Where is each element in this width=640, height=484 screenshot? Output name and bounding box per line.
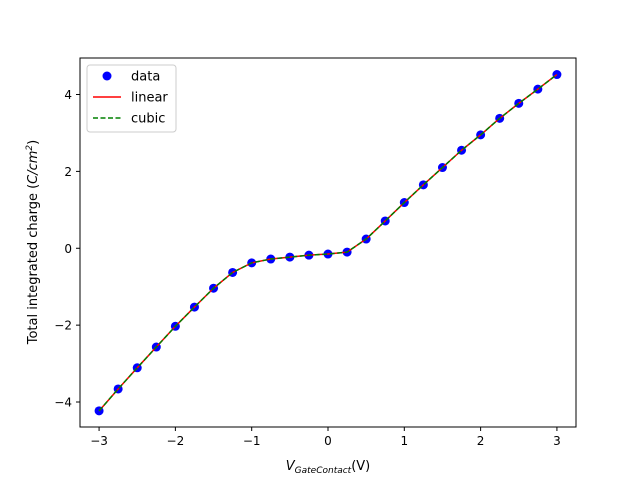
x-tick-label: −2	[167, 434, 185, 448]
y-axis-label-unit: C/cm	[26, 151, 41, 184]
series-line-cubic	[98, 73, 558, 412]
legend: data linear cubic	[86, 64, 177, 133]
legend-label-data: data	[131, 70, 160, 85]
x-tick-label: −1	[243, 434, 261, 448]
y-axis-label-exponent: 2	[25, 145, 35, 151]
series-layer	[94, 70, 562, 416]
y-axis: −4 −2 0 2 4	[54, 88, 80, 410]
y-tick-label: −4	[54, 396, 72, 410]
y-tick-label: 2	[64, 165, 72, 179]
x-tick-label: 2	[477, 434, 485, 448]
y-tick-label: −2	[54, 319, 72, 333]
legend-marker-data	[102, 71, 112, 81]
x-tick-label: 0	[324, 434, 332, 448]
y-axis-label: Total integrated charge (C/cm2)	[25, 140, 41, 346]
legend-box	[86, 64, 177, 133]
legend-label-linear: linear	[131, 91, 168, 106]
x-tick-label: 1	[400, 434, 408, 448]
x-axis: −3 −2 −1 0 1 2 3	[90, 427, 561, 448]
x-axis-label: VGateContact(V)	[286, 459, 371, 476]
y-tick-label: 4	[64, 88, 72, 102]
y-axis-label-prefix: Total integrated charge (	[26, 184, 41, 345]
x-axis-label-main: V	[286, 459, 296, 474]
x-axis-label-unit: (V)	[351, 459, 370, 474]
y-axis-label-suffix: )	[26, 140, 41, 145]
x-axis-label-subscript: GateContact	[295, 466, 352, 476]
legend-label-cubic: cubic	[131, 112, 165, 127]
y-tick-label: 0	[64, 242, 72, 256]
x-tick-label: −3	[90, 434, 108, 448]
x-tick-label: 3	[553, 434, 561, 448]
